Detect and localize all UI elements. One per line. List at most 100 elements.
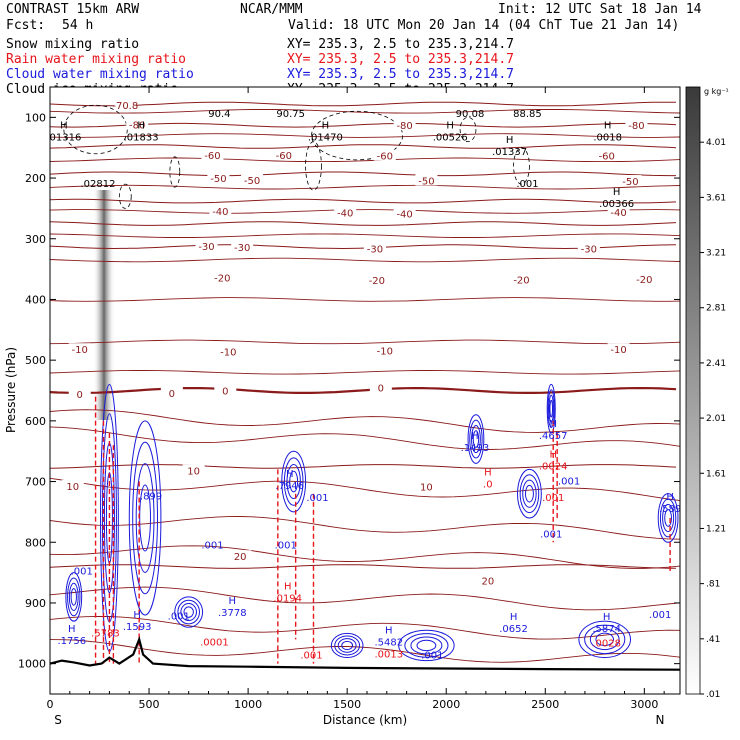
terrain [50, 635, 680, 671]
isotherm-label-bg [68, 388, 91, 400]
cloud-water-contour [65, 572, 83, 622]
isotherm-label-bg [625, 119, 648, 131]
isotherm-label: 0 [169, 389, 175, 400]
cloud-water-contour [135, 463, 155, 573]
cloud-water-contour [398, 629, 455, 662]
x-tick-label: 0 [47, 698, 54, 711]
isotherm-label: -60 [377, 152, 393, 163]
init-time: Init: 12 UTC Sat 18 Jan 14 [498, 2, 702, 17]
cloud-water-contour [128, 420, 162, 616]
extremum-marker: H [68, 624, 76, 635]
cloud-water-contour [517, 468, 542, 519]
extremum-value: .1493 [461, 443, 490, 454]
isotherm-label: -50 [210, 174, 226, 185]
isotherm-label: -40 [610, 208, 626, 219]
extremum-value: .899 [140, 492, 162, 503]
isotherm-line [50, 157, 680, 163]
colorbar-tick-label: 4.01 [706, 138, 726, 148]
extremum-value: .589 [659, 504, 681, 515]
y-axis-title: Pressure (hPa) [4, 347, 18, 433]
isotherm-label-bg [229, 550, 252, 562]
extremum-value: .5874 [592, 624, 621, 635]
extremum-value: .001 [201, 540, 223, 551]
extremum-marker: H [471, 431, 479, 442]
extremum-value: .001 [306, 493, 328, 504]
extremum-value: .3778 [218, 608, 247, 619]
isotherm-label-bg [393, 207, 416, 219]
isotherm-label: -70.8 [112, 101, 138, 112]
cloud-water-contour [281, 450, 307, 513]
cloud-water-contour [664, 509, 673, 527]
isotherm-line [50, 409, 680, 433]
isotherm--30 [50, 198, 677, 204]
cloud-water-contour [469, 419, 483, 459]
extremum-marker: H [286, 469, 294, 480]
isotherm-label: -60 [276, 151, 292, 162]
isotherm-label: 10 [66, 482, 79, 493]
colorbar-unit: g kg⁻¹ [704, 87, 729, 96]
cloud-water-contour [659, 498, 677, 538]
valid-time: Valid: 18 UTC Mon 20 Jan 14 (04 ChT Tue … [288, 18, 679, 33]
extremum-value: .1756 [57, 636, 86, 647]
extremum-marker: H [60, 120, 68, 131]
isotherm-label-bg [231, 241, 254, 253]
isotherm-label: -40 [212, 207, 228, 218]
isotherm-0 [50, 387, 677, 394]
extremum-value: .00366 [599, 199, 634, 210]
isotherm-label: -60 [204, 151, 220, 162]
isotherm-label: -30 [581, 244, 597, 255]
isotherm-line [50, 615, 680, 640]
y-tick-label: 600 [25, 415, 46, 428]
extremum-value: .5482 [374, 637, 403, 648]
legend-xy: XY= 235.3, 2.5 to 235.3,214.7 [287, 67, 514, 82]
cloud-water-contour [657, 493, 679, 543]
cloud-water-contour [471, 424, 481, 454]
isotherm-label-bg [415, 480, 438, 492]
isotherm-label: 0 [378, 383, 384, 394]
extremum-value: .001 [421, 651, 443, 662]
extremum-marker: H [510, 612, 518, 623]
extremum-value: .001 [300, 651, 322, 662]
isotherm-label-bg [373, 149, 396, 161]
isotherm-label: -80 [129, 121, 145, 132]
isotherm--50 [50, 144, 677, 149]
extremum-value: .4657 [539, 431, 568, 442]
isotherm-label: 10 [420, 482, 433, 493]
isotherm-label-bg [126, 118, 149, 130]
isotherms [50, 101, 680, 663]
top-pressure-label: 90.75 [276, 109, 305, 120]
isotherm-label-bg [61, 479, 84, 491]
isotherm-label: -50 [418, 176, 434, 187]
isotherm-label: -20 [636, 275, 652, 286]
colorbar [685, 86, 701, 695]
cloud-water-contour [410, 636, 443, 655]
top-pressure-labels: 90.4 90.75 90.08 88.85 [208, 109, 542, 120]
isotherm-label-bg [633, 272, 656, 284]
isotherm-label: -30 [198, 242, 214, 253]
isotherm-label-bg [160, 386, 183, 398]
isotherm-label-bg [114, 99, 137, 111]
snow-column-shading [93, 190, 115, 420]
cloud-water-contour [334, 635, 361, 656]
extremum-marker: H [549, 419, 557, 430]
extremum-marker: H [484, 468, 492, 479]
cloud-water-contour [70, 588, 77, 606]
legend-label: Snow mixing ratio [6, 37, 139, 52]
extremum-value: .01470 [308, 132, 343, 143]
isotherm--40 [50, 171, 676, 177]
colorbar-tick-label: 2.81 [706, 304, 726, 314]
isotherm-label-bg [373, 344, 396, 356]
isotherm-label-bg [195, 240, 218, 252]
isotherm-label-bg [211, 271, 234, 283]
ice-contour [169, 156, 181, 188]
south-label: S [54, 713, 62, 727]
isotherm-line [50, 339, 680, 345]
isotherm-label-bg [607, 206, 630, 218]
extremum-marker: H [666, 492, 674, 503]
extremum-value: .001 [649, 610, 671, 621]
cloud-water-contour [177, 599, 200, 625]
isotherm-label: -10 [610, 345, 626, 356]
extremum-value: .0001 [200, 637, 229, 648]
isotherm--10 [50, 244, 677, 250]
